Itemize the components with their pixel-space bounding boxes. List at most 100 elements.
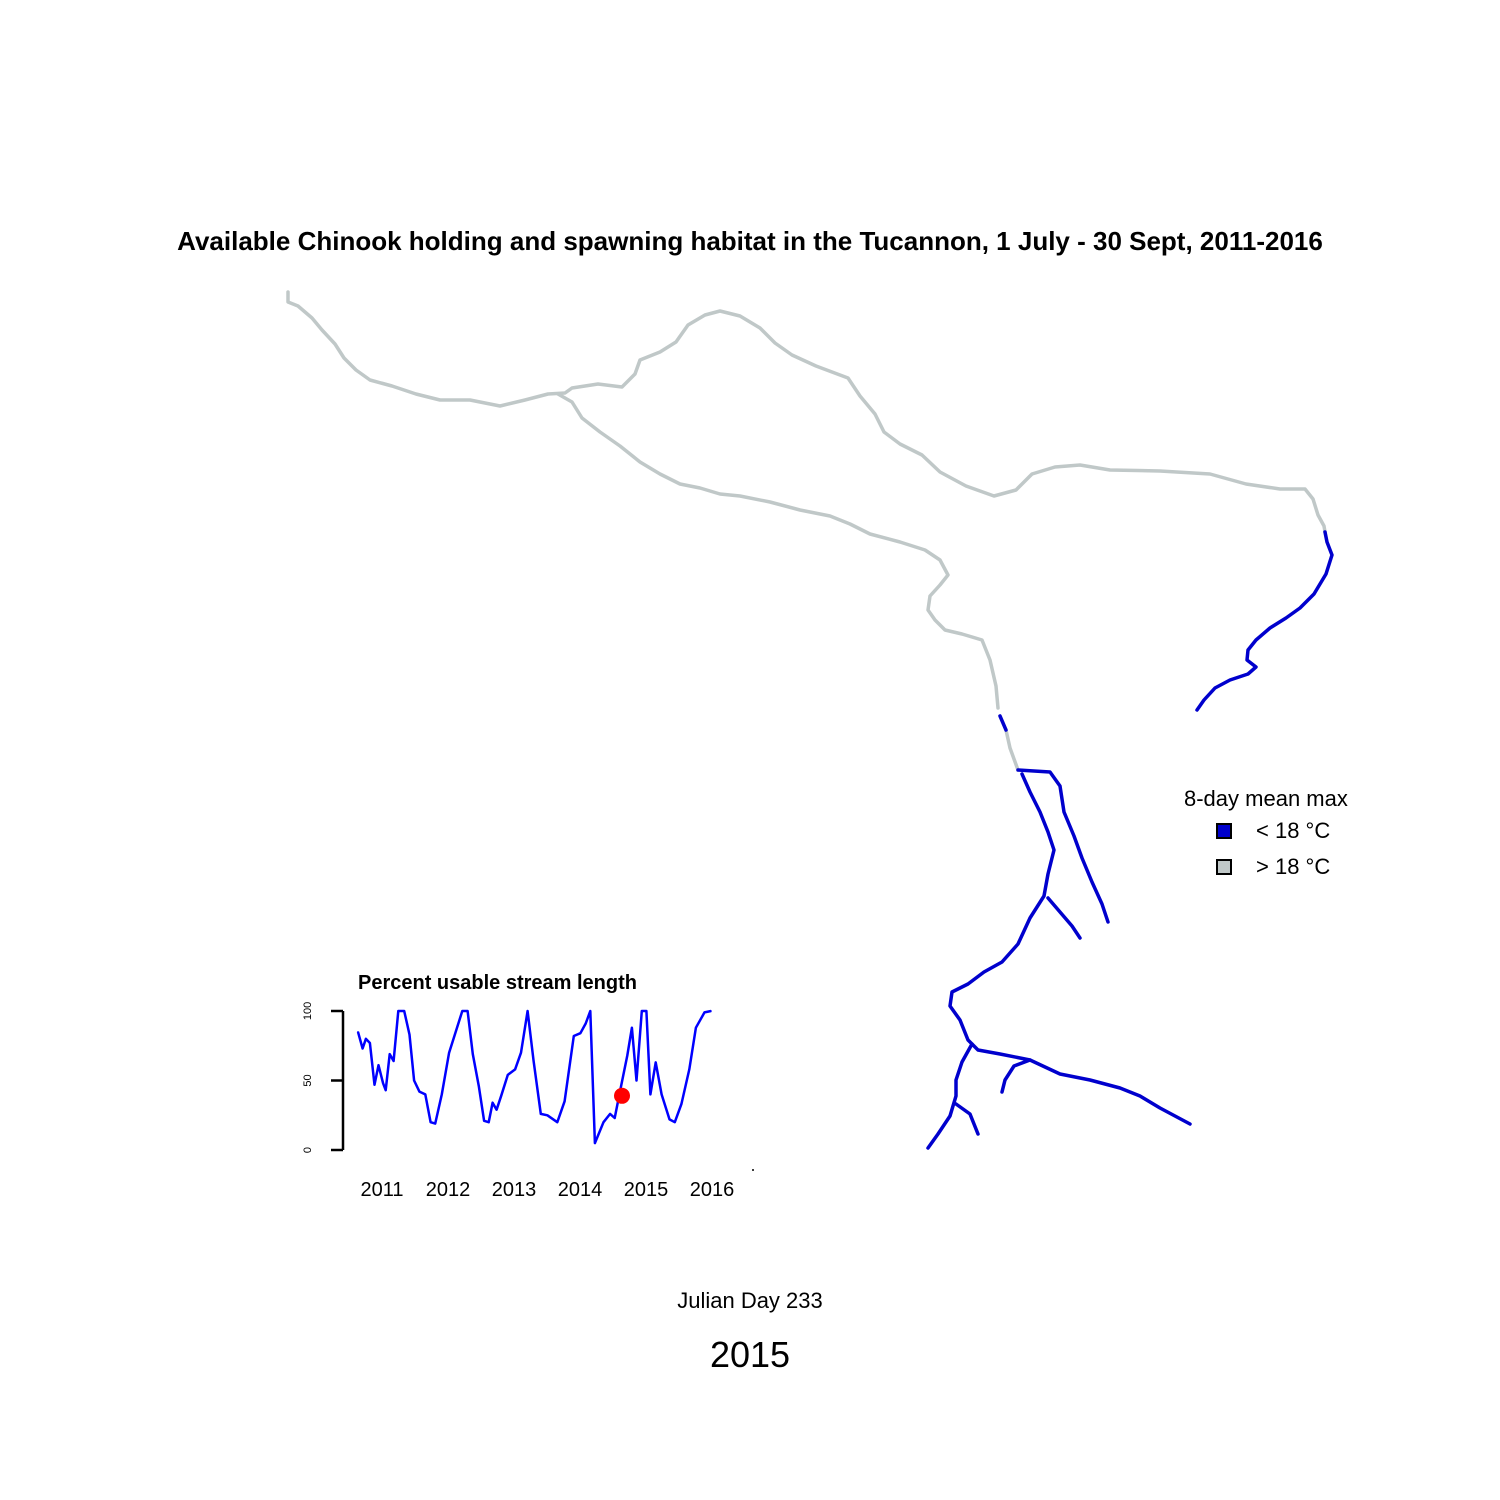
data-point — [626, 1054, 629, 1057]
stream-reach-cool — [948, 772, 1192, 1126]
cool-reaches — [926, 530, 1334, 1150]
data-point — [388, 1053, 391, 1055]
data-point — [573, 1035, 575, 1037]
data-point — [649, 1093, 652, 1096]
legend-item-cool: < 18 °C — [1180, 818, 1400, 848]
data-point — [631, 1026, 633, 1029]
stream-reach-cool — [1016, 768, 1110, 924]
data-point — [434, 1122, 437, 1125]
x-tick-label: 2012 — [426, 1179, 471, 1201]
data-point — [392, 1060, 395, 1062]
data-point — [579, 1032, 582, 1035]
data-point — [500, 1094, 503, 1097]
data-point — [584, 1022, 587, 1025]
data-point — [441, 1093, 443, 1096]
data-point — [563, 1100, 566, 1103]
data-point — [487, 1121, 490, 1123]
data-point — [466, 1010, 469, 1012]
data-point — [602, 1121, 605, 1123]
data-point — [408, 1033, 411, 1036]
data-point — [710, 1010, 712, 1012]
stream-reach-warm — [556, 392, 1000, 710]
data-point — [369, 1042, 371, 1044]
legend-label-cool: < 18 °C — [1256, 818, 1331, 843]
data-point — [477, 1085, 480, 1087]
stream-reach-cool — [1046, 896, 1082, 940]
data-point — [461, 1010, 464, 1012]
data-point — [540, 1113, 542, 1115]
data-point — [594, 1142, 596, 1144]
current-date-marker — [614, 1087, 630, 1104]
legend-swatch-cool — [1216, 823, 1232, 839]
data-point — [429, 1121, 432, 1123]
legend-item-warm: > 18 °C — [1180, 854, 1400, 884]
data-point — [424, 1093, 427, 1096]
data-point — [495, 1108, 498, 1111]
y-axis: 0 50 100 — [302, 1002, 345, 1153]
data-point — [365, 1038, 367, 1040]
data-point — [397, 1010, 400, 1012]
stream-reach-warm — [286, 290, 1327, 534]
series-line — [356, 1009, 712, 1145]
data-point — [688, 1068, 691, 1071]
data-point — [641, 1010, 643, 1012]
x-tick-label: 2015 — [624, 1179, 669, 1201]
data-point — [514, 1068, 516, 1071]
page-title: Available Chinook holding and spawning h… — [177, 226, 1323, 256]
y-tick-label: 0 — [302, 1147, 314, 1153]
data-point — [613, 1117, 616, 1119]
data-point — [507, 1074, 509, 1076]
x-tick-label: 2016 — [690, 1179, 735, 1201]
data-point — [546, 1114, 549, 1117]
data-point — [448, 1051, 450, 1054]
data-point — [357, 1031, 359, 1033]
data-point — [668, 1118, 671, 1121]
julian-day-label: Julian Day 233 — [677, 1288, 823, 1313]
stream-reach-cool — [1000, 1058, 1032, 1094]
warm-reaches — [286, 290, 1327, 772]
data-point — [483, 1120, 485, 1122]
data-point — [526, 1010, 529, 1012]
x-axis-labels: 2011 2012 2013 2014 2015 2016 — [360, 1179, 734, 1201]
chart-title: Percent usable stream length — [358, 972, 637, 994]
data-point — [403, 1010, 405, 1012]
legend: 8-day mean max < 18 °C > 18 °C — [1180, 786, 1400, 884]
year-label: 2015 — [709, 1334, 791, 1375]
legend-label-warm: > 18 °C — [1256, 854, 1331, 879]
data-point — [491, 1101, 494, 1104]
data-point — [589, 1010, 592, 1012]
data-point — [609, 1113, 611, 1115]
data-point — [384, 1089, 387, 1092]
data-point — [377, 1064, 380, 1067]
stream-reach-cool — [926, 1042, 974, 1150]
inset-chart: Percent usable stream length 0 50 100 2011… — [302, 972, 754, 1201]
data-point — [654, 1061, 657, 1064]
data-point — [635, 1079, 638, 1082]
data-point — [695, 1026, 697, 1029]
corner-dot — [752, 1169, 754, 1171]
data-point — [680, 1103, 683, 1105]
x-tick-label: 2013 — [492, 1179, 537, 1201]
data-point — [520, 1051, 522, 1054]
stream-reach-cool — [954, 1102, 980, 1136]
data-point — [382, 1082, 384, 1085]
data-point — [645, 1010, 648, 1012]
stream-reach-cool — [998, 714, 1008, 732]
stream-reach-warm — [1004, 728, 1020, 772]
data-point — [418, 1090, 421, 1093]
data-point — [472, 1053, 474, 1055]
y-tick-label: 50 — [302, 1074, 314, 1086]
data-point — [674, 1121, 676, 1123]
x-tick-label: 2014 — [558, 1179, 603, 1201]
series-points — [357, 1010, 712, 1144]
data-point — [532, 1060, 535, 1062]
y-tick-label: 100 — [302, 1002, 314, 1020]
data-point — [361, 1047, 364, 1050]
legend-title: 8-day mean max — [1184, 786, 1348, 811]
data-point — [373, 1083, 376, 1086]
data-point — [660, 1093, 663, 1096]
data-point — [703, 1011, 706, 1014]
data-point — [454, 1031, 457, 1033]
data-point — [413, 1079, 415, 1082]
